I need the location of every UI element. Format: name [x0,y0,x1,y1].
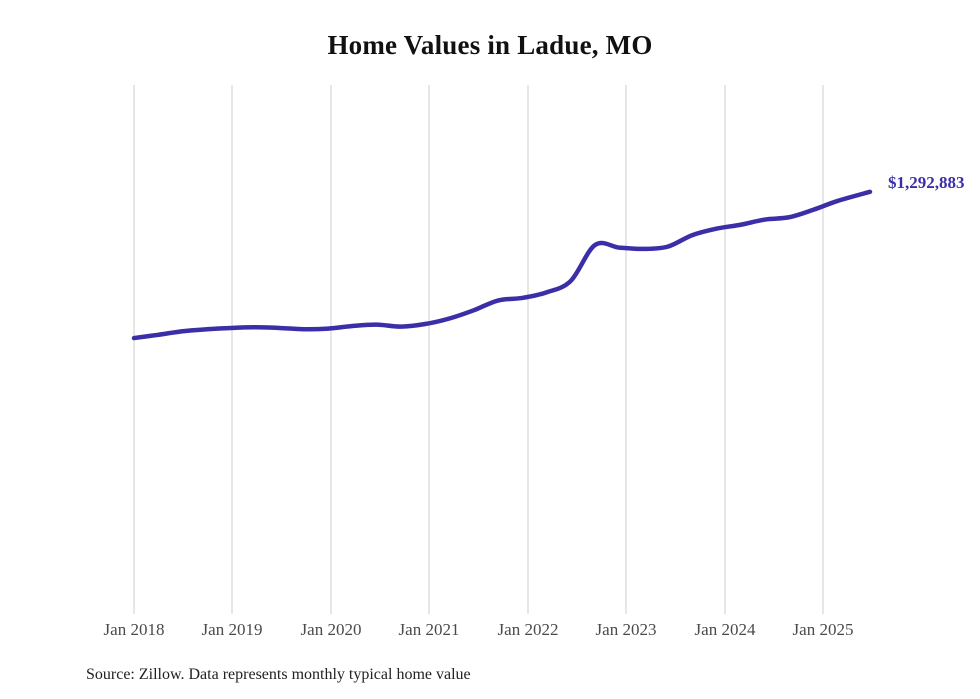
data-series-group [131,189,873,341]
x-axis-tick-label: Jan 2021 [398,620,460,639]
x-axis-tick-label: Jan 2020 [300,620,362,639]
source-note: Source: Zillow. Data represents monthly … [86,666,471,683]
x-axis-tick-label: Jan 2019 [201,620,263,639]
page-title: Home Values in Ladue, MO [327,30,653,60]
series-line-0 [131,189,873,341]
x-axis-tick-label: Jan 2022 [497,620,559,639]
x-axis-tick-label: Jan 2025 [792,620,854,639]
y-axis-tick: $0 [0,614,100,615]
x-axis-tick-label: Jan 2018 [103,620,165,639]
y-axis-tick: $810,000 [0,350,100,351]
x-axis-tick-label: Jan 2024 [694,620,756,639]
gridlines-group [133,85,824,614]
end-value-annotation: $1,292,883 [888,172,965,192]
x-axis-tick-label: Jan 2023 [595,620,657,639]
y-axis-tick: $1,620,000 [0,85,100,86]
